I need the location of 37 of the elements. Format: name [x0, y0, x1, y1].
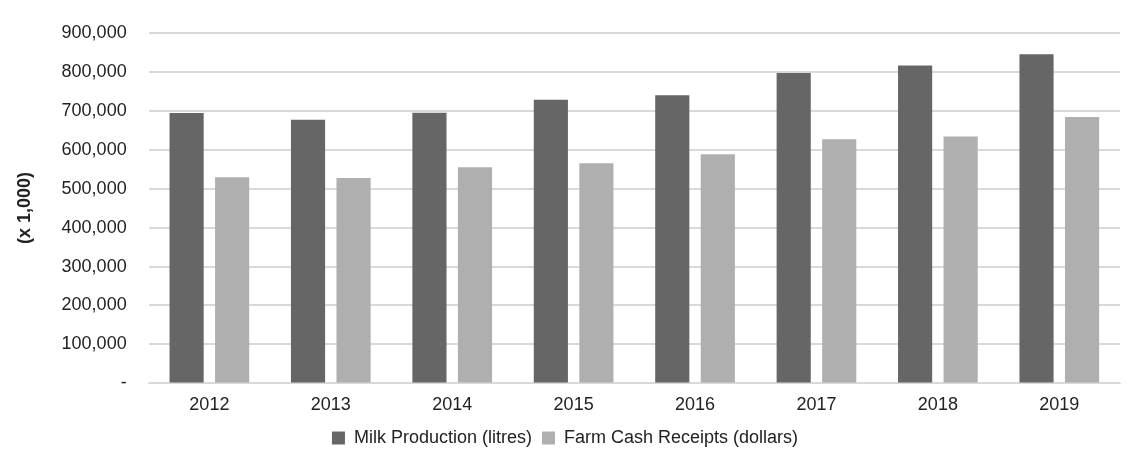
- legend-label: Farm Cash Receipts (dollars): [563, 426, 799, 447]
- y-tick-label: 800,000: [61, 60, 127, 81]
- bar: [655, 95, 690, 383]
- y-tick-label: -: [120, 372, 127, 393]
- y-tick-label: 100,000: [61, 333, 127, 354]
- bar: [290, 119, 326, 383]
- x-tick-label: 2019: [1039, 394, 1080, 415]
- bar: [700, 154, 735, 383]
- y-tick-label: 200,000: [61, 294, 127, 315]
- bar: [943, 136, 978, 383]
- bar: [579, 163, 614, 383]
- bar: [215, 177, 250, 383]
- bar: [336, 178, 371, 383]
- bar: [169, 113, 204, 383]
- x-tick-label: 2013: [310, 394, 351, 415]
- bar: [412, 112, 447, 383]
- y-tick-label: 400,000: [61, 216, 127, 237]
- x-tick-label: 2018: [917, 394, 958, 415]
- bar: [1064, 116, 1100, 383]
- x-tick-label: 2015: [553, 394, 594, 415]
- x-tick-label: 2012: [189, 394, 230, 415]
- bar: [457, 167, 493, 383]
- bar: [533, 99, 568, 383]
- y-tick-label: 900,000: [61, 21, 127, 42]
- y-axis-title: (x 1,000): [13, 172, 34, 245]
- x-tick-label: 2017: [796, 394, 837, 415]
- legend-label: Milk Production (litres): [353, 426, 532, 447]
- x-tick-label: 2014: [432, 394, 473, 415]
- bar: [776, 72, 811, 383]
- x-tick-label: 2016: [675, 394, 716, 415]
- y-tick-label: 300,000: [61, 255, 127, 276]
- y-tick-label: 700,000: [61, 99, 127, 120]
- y-tick-label: 500,000: [61, 177, 127, 198]
- bar: [1019, 54, 1054, 383]
- bar: [898, 65, 933, 383]
- bar: [822, 139, 857, 383]
- y-tick-label: 600,000: [61, 138, 127, 159]
